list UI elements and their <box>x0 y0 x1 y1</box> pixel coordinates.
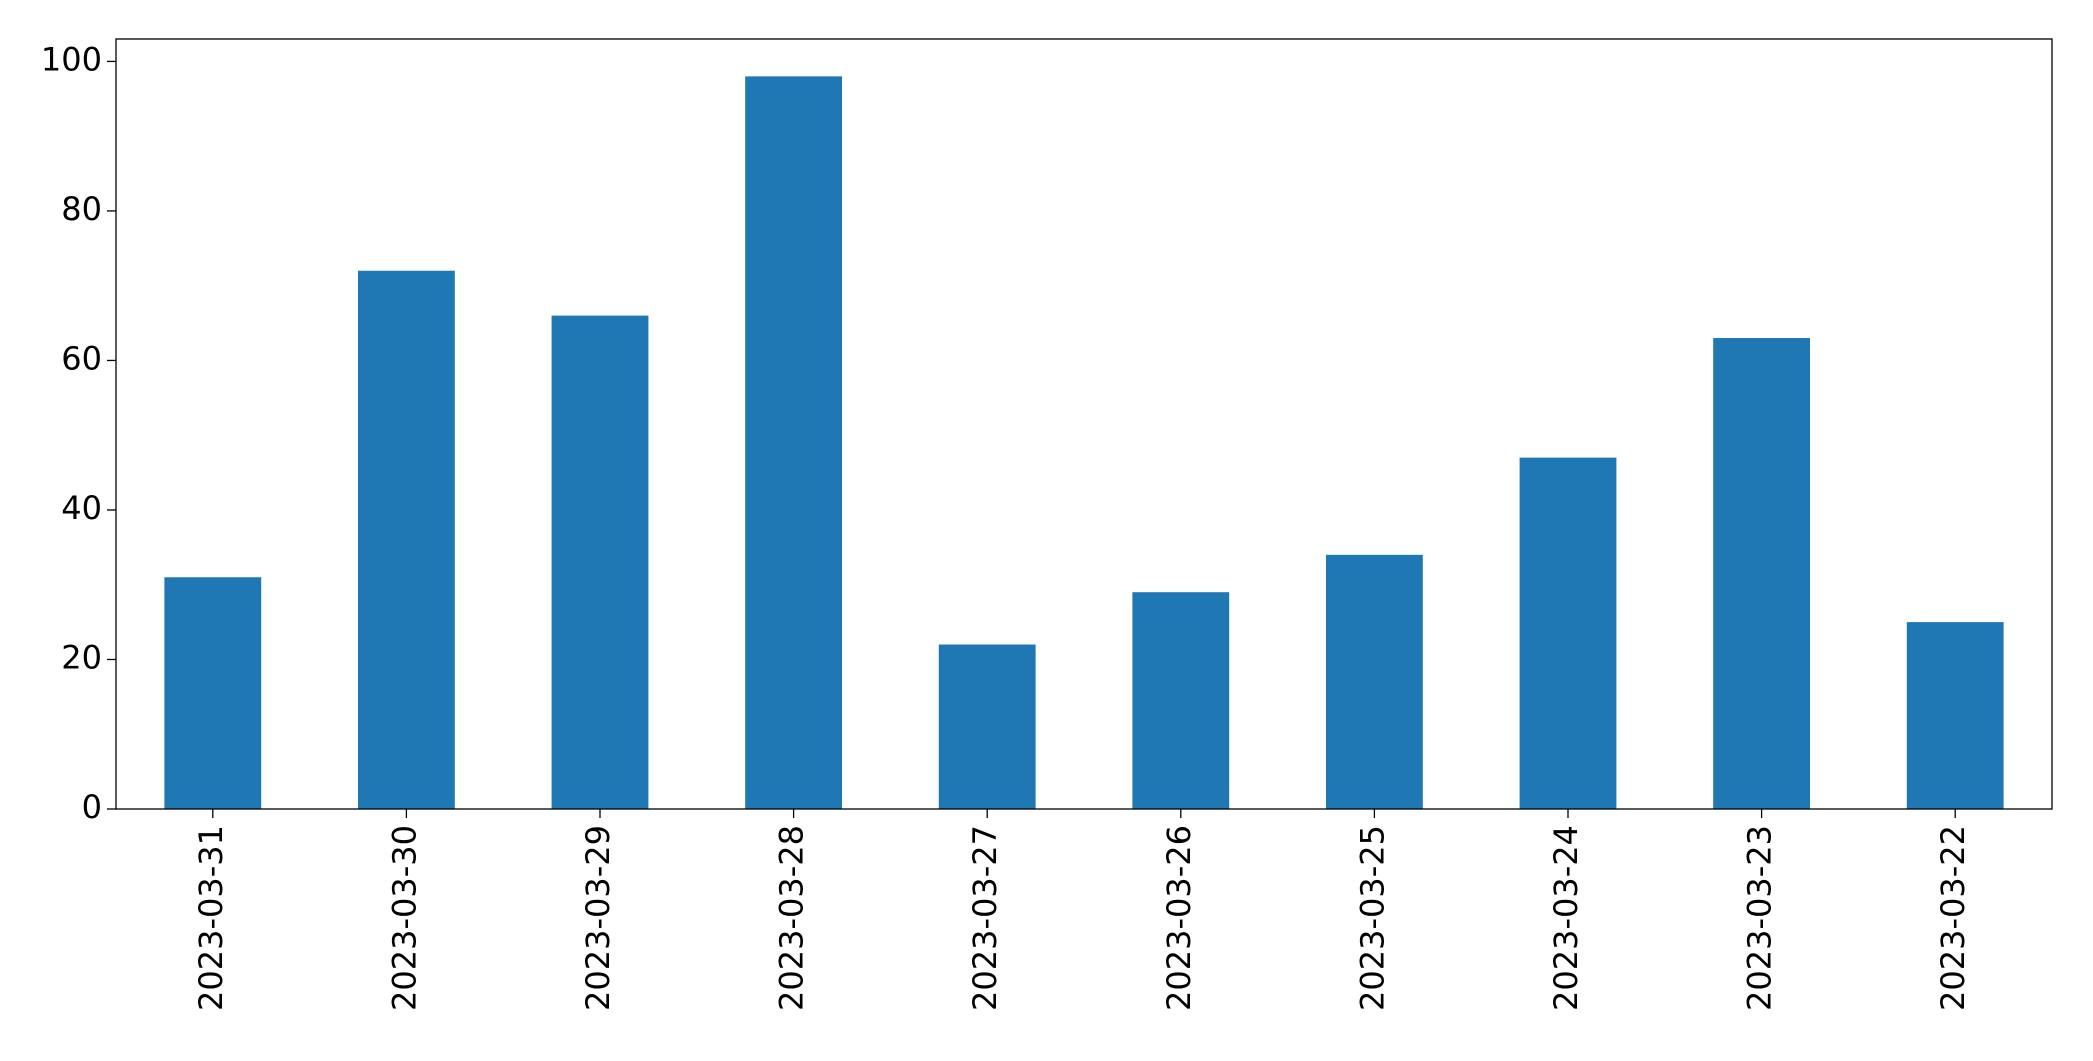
x-tick-label: 2023-03-24 <box>1547 825 1585 1011</box>
plot-frame <box>115 38 2053 810</box>
bar <box>1906 622 2004 809</box>
x-tick-label: 2023-03-27 <box>966 825 1004 1011</box>
x-tick-label: 2023-03-28 <box>773 825 811 1011</box>
x-tick-label: 2023-03-23 <box>1741 825 1779 1011</box>
bar <box>1713 338 1810 809</box>
y-tick-label: 20 <box>61 638 102 676</box>
x-tick-label: 2023-03-22 <box>1934 825 1972 1011</box>
x-tick-label: 2023-03-29 <box>579 825 617 1011</box>
y-tick-label: 40 <box>61 489 102 527</box>
bar <box>745 76 842 809</box>
y-tick-label: 80 <box>61 190 102 228</box>
bar <box>1326 554 1423 809</box>
x-tick-label: 2023-03-30 <box>385 825 423 1011</box>
y-tick-label: 60 <box>61 339 102 377</box>
bar <box>1519 457 1617 809</box>
y-tick-label: 0 <box>82 788 102 826</box>
bar <box>358 270 455 809</box>
x-tick-label: 2023-03-25 <box>1353 825 1391 1011</box>
bar <box>1132 592 1230 809</box>
x-tick-label: 2023-03-31 <box>192 825 230 1011</box>
bar <box>551 315 649 809</box>
x-tick-label: 2023-03-26 <box>1160 825 1198 1011</box>
bar <box>938 644 1036 809</box>
y-tick-label: 100 <box>41 40 102 78</box>
bar <box>164 577 262 809</box>
